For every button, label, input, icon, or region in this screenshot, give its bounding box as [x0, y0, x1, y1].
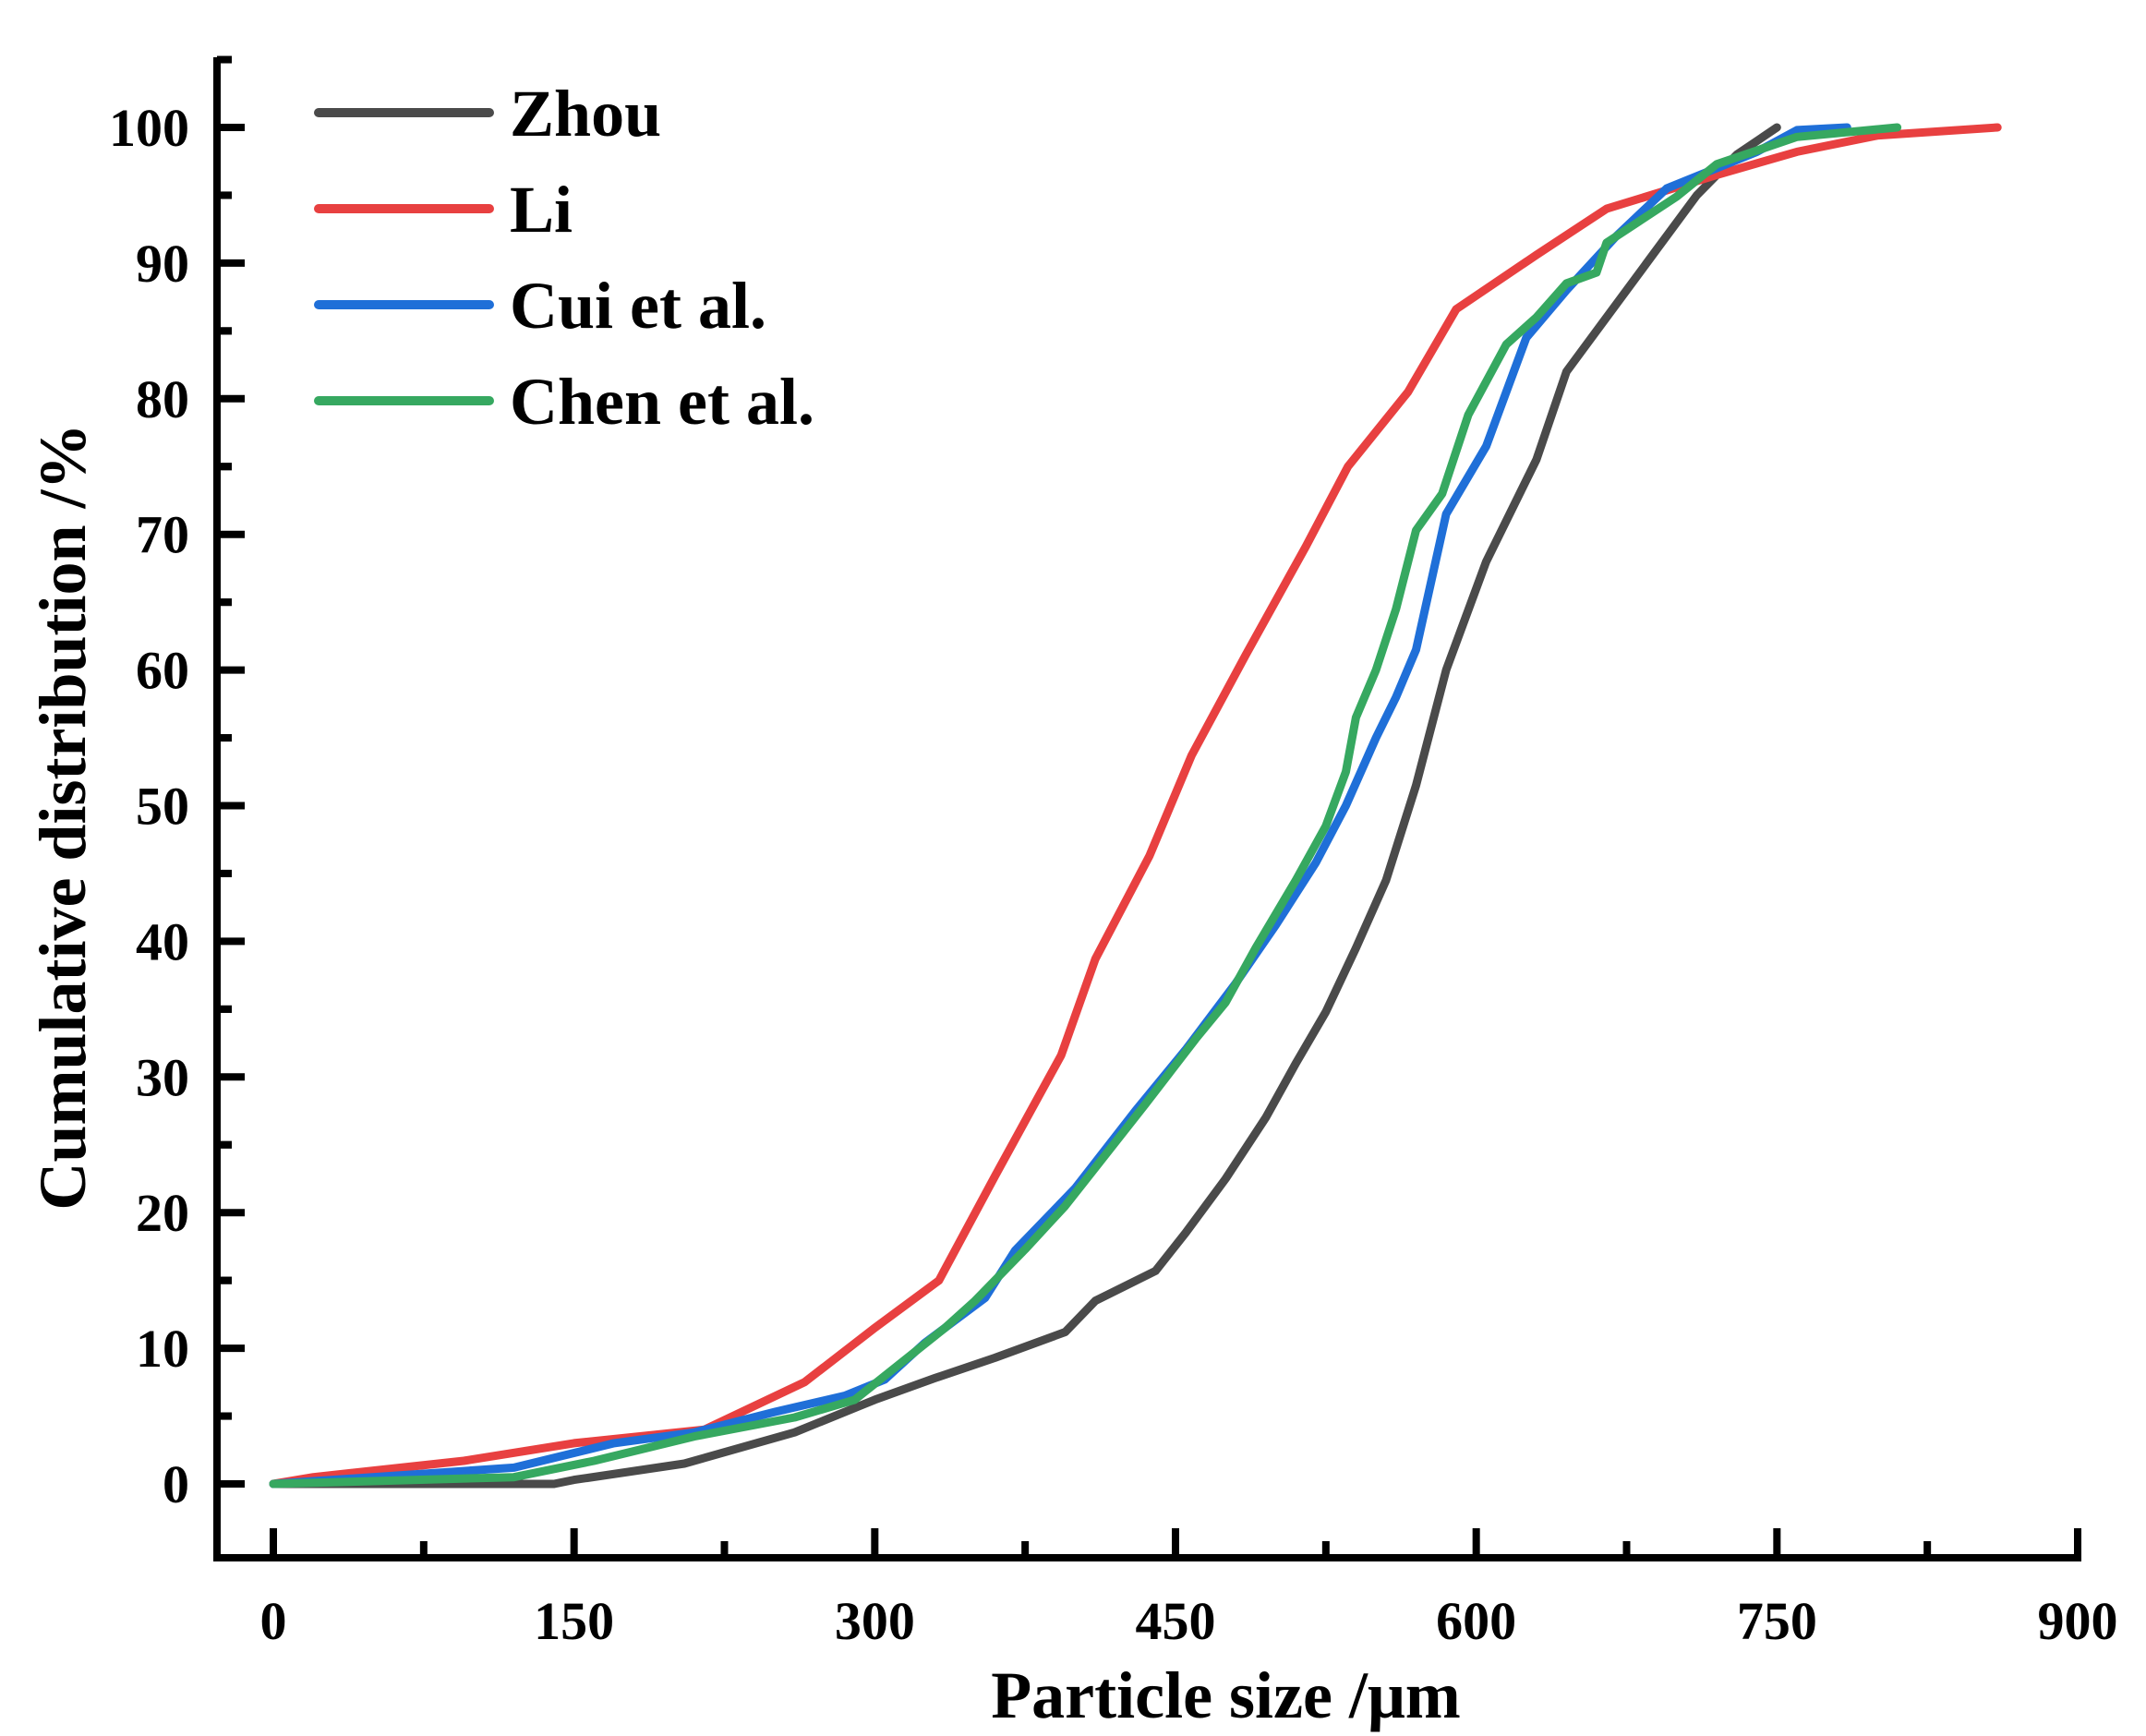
- x-tick-label: 450: [1136, 1591, 1216, 1651]
- y-tick-label: 30: [136, 1047, 189, 1107]
- y-tick-label: 20: [136, 1183, 189, 1243]
- legend-label-zhou: Zhou: [510, 77, 661, 151]
- series-line-zhou: [269, 123, 1781, 1489]
- x-ticks: 0 150 300 450 600 750 900: [260, 1528, 2118, 1651]
- axes: [213, 57, 2081, 1561]
- legend-label-li: Li: [510, 173, 573, 247]
- series-line-chen-et-al: [269, 123, 1902, 1489]
- axis-frame: [213, 57, 2081, 1561]
- x-axis-title: Particle size /μm: [991, 1658, 1461, 1732]
- x-tick-label: 300: [835, 1591, 915, 1651]
- x-tick-label: 900: [2038, 1591, 2118, 1651]
- legend: Zhou Li Cui et al. Chen et al.: [314, 77, 814, 439]
- x-tick-label: 150: [534, 1591, 614, 1651]
- legend-label-cui-et-al: Cui et al.: [510, 269, 766, 343]
- y-tick-label: 100: [109, 98, 189, 158]
- series-layer: [269, 123, 2002, 1489]
- y-tick-label: 70: [136, 505, 189, 565]
- y-tick-label: 80: [136, 369, 189, 429]
- y-tick-label: 10: [136, 1319, 189, 1379]
- y-tick-label: 0: [163, 1454, 189, 1514]
- x-tick-label: 750: [1737, 1591, 1817, 1651]
- x-tick-label: 0: [260, 1591, 287, 1651]
- y-tick-label: 90: [136, 234, 189, 294]
- legend-label-chen-et-al: Chen et al.: [510, 365, 814, 439]
- y-axis-title: Cumulative distribution /%: [26, 423, 100, 1210]
- y-ticks: 0 10 20 30 40 50 60 70 80 90 100: [109, 55, 245, 1514]
- y-tick-label: 40: [136, 911, 189, 971]
- y-tick-label: 60: [136, 641, 189, 701]
- x-tick-label: 600: [1436, 1591, 1516, 1651]
- y-tick-label: 50: [136, 777, 189, 837]
